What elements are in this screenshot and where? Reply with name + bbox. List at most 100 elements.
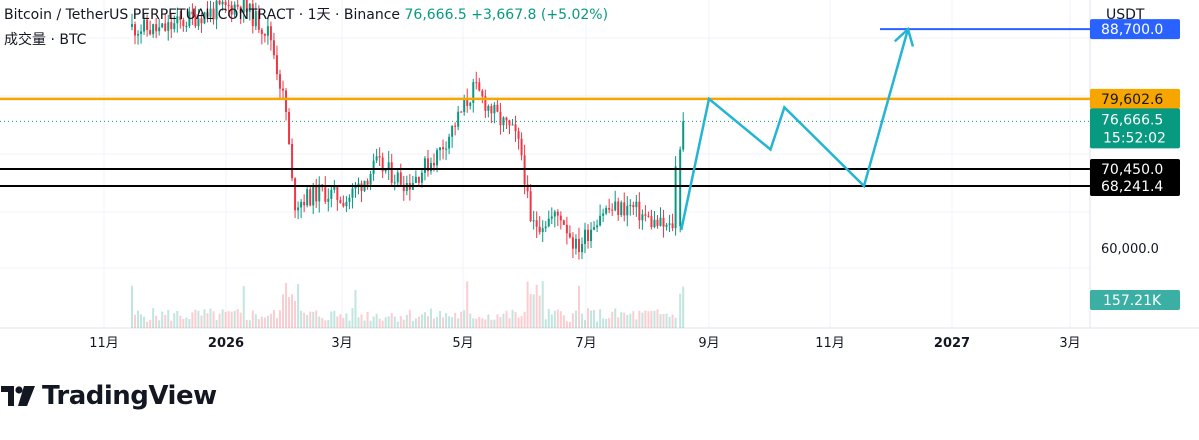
candle <box>339 196 342 204</box>
volume-bar <box>131 285 133 328</box>
candle <box>263 33 266 43</box>
volume-bar <box>158 320 161 328</box>
candle-body <box>242 0 245 14</box>
volume-bars <box>131 281 685 328</box>
candle <box>257 5 260 34</box>
volume-indicator-title[interactable]: 成交量 · BTC <box>4 32 87 48</box>
candle <box>656 215 659 229</box>
candle-body <box>318 184 321 202</box>
time-axis-label: 11月 <box>89 336 119 351</box>
volume-bar <box>553 310 556 328</box>
candle-body <box>611 209 614 211</box>
volume-bar <box>354 289 357 328</box>
volume-bar <box>399 316 402 328</box>
candle <box>650 209 653 230</box>
volume-bar <box>408 309 411 328</box>
candle <box>644 205 647 222</box>
candle <box>544 220 547 233</box>
candle <box>345 196 348 213</box>
candle <box>550 207 553 225</box>
volume-bar <box>357 317 360 328</box>
volume-bar <box>245 319 248 328</box>
candle <box>611 203 614 216</box>
candle-body <box>342 202 345 207</box>
candle <box>218 0 221 6</box>
candle-body <box>602 213 605 216</box>
candle-body <box>149 29 152 35</box>
candle-body <box>505 117 508 121</box>
candle <box>182 17 185 32</box>
candle <box>336 185 339 211</box>
symbol-title[interactable]: Bitcoin / TetherUS PERPETUAL CONTRACT · … <box>4 7 401 23</box>
candle-body <box>137 34 140 36</box>
candle-body <box>384 168 387 172</box>
volume-bar <box>590 310 593 328</box>
volume-bar <box>662 313 665 328</box>
candle <box>679 146 682 233</box>
volume-bar <box>185 317 188 328</box>
volume-bar <box>173 313 176 328</box>
volume-bar <box>544 319 547 328</box>
volume-bar <box>656 309 659 328</box>
candle-body <box>194 14 197 27</box>
volume-bar <box>647 311 650 328</box>
candle <box>288 108 291 145</box>
volume-bar <box>574 310 577 328</box>
volume-bar <box>209 308 212 328</box>
candle <box>134 21 137 45</box>
candle-body <box>457 111 460 127</box>
candle-body <box>203 12 206 24</box>
volume-bar <box>339 314 342 328</box>
candle <box>194 6 197 29</box>
candle <box>176 7 179 33</box>
candle-body <box>448 136 451 149</box>
price-axis-unit[interactable]: USDT <box>1106 7 1145 23</box>
candle-body <box>390 162 393 183</box>
candle <box>478 77 481 92</box>
candle-body <box>502 117 505 126</box>
candle-body <box>671 223 674 229</box>
volume-bar <box>300 310 303 328</box>
candle-body <box>272 40 275 56</box>
candle <box>502 116 505 132</box>
candle-body <box>288 112 291 145</box>
candle-body <box>354 186 357 189</box>
volume-bar <box>155 315 158 328</box>
candle-body <box>499 111 502 126</box>
volume-bar <box>378 318 381 328</box>
volume-bar <box>420 314 423 328</box>
volume-bar <box>194 309 197 328</box>
candle-body <box>309 189 312 206</box>
countdown-label: 15:52:02 <box>1103 130 1166 146</box>
candle-body <box>221 1 224 5</box>
candle <box>553 209 556 228</box>
candle-body <box>587 229 590 242</box>
candle-body <box>282 88 284 91</box>
volume-bar <box>179 315 182 328</box>
candle-body <box>679 149 682 227</box>
candle-body <box>348 197 351 202</box>
volume-bar <box>251 310 254 328</box>
candle <box>580 237 583 259</box>
candle-body <box>436 150 439 166</box>
candle <box>556 209 559 227</box>
candle-body <box>417 176 420 183</box>
volume-bar <box>324 320 327 328</box>
candle <box>236 0 239 10</box>
volume-bar <box>568 321 571 328</box>
candle <box>146 14 149 37</box>
candle <box>472 78 475 113</box>
tradingview-logo: TradingView <box>0 381 217 411</box>
volume-bar <box>502 313 505 328</box>
candle-body <box>423 158 426 173</box>
candle-body <box>291 144 294 179</box>
candle <box>590 222 593 249</box>
volume-bar <box>623 312 626 328</box>
grid <box>0 0 1089 328</box>
candle-body <box>357 183 360 187</box>
candle <box>623 192 626 222</box>
volume-bar <box>674 317 677 328</box>
candle <box>272 32 275 60</box>
candle <box>248 2 251 21</box>
